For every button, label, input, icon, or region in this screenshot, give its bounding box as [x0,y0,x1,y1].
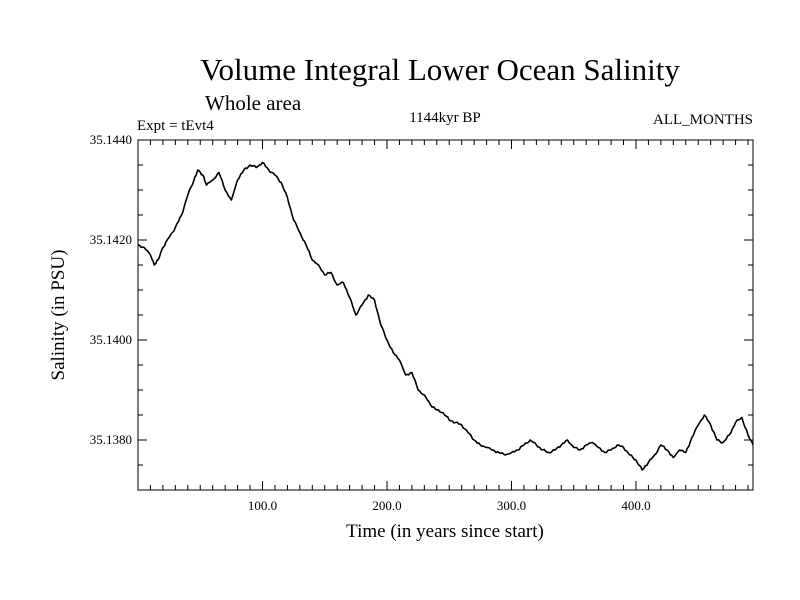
y-tick-label: 35.1420 [90,232,132,247]
axis-ticks [137,139,753,491]
x-tick-label: 300.0 [497,498,526,513]
y-axis-tick-labels: 35.1380 35.1400 35.1420 35.1440 [90,132,132,447]
x-axis-tick-labels: 100.0 200.0 300.0 400.0 [248,498,651,513]
period-label: 1144kyr BP [409,110,481,126]
x-tick-label: 200.0 [372,498,401,513]
y-tick-label: 35.1380 [90,432,132,447]
y-tick-label: 35.1440 [90,132,132,147]
x-axis-label: Time (in years since start) [346,521,544,542]
experiment-label: Expt = tEvt4 [137,118,214,134]
y-tick-label: 35.1400 [90,332,132,347]
months-label: ALL_MONTHS [653,112,753,128]
chart-title: Volume Integral Lower Ocean Salinity [200,52,680,87]
y-axis-label: Salinity (in PSU) [48,250,69,381]
x-tick-label: 100.0 [248,498,277,513]
plot-frame [137,139,754,491]
x-tick-label: 400.0 [621,498,650,513]
salinity-series-line [137,161,754,471]
chart-subtitle: Whole area [205,91,302,115]
